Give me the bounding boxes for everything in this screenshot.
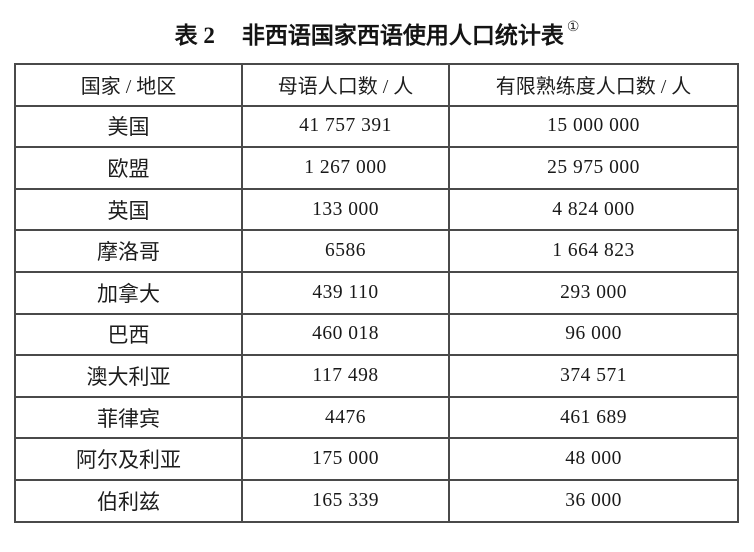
native-count-cell: 4476 [241, 395, 450, 440]
column-header-limited-proficiency: 有限熟练度人口数 / 人 [448, 63, 739, 107]
table-row: 加拿大 439 110 293 000 [14, 270, 739, 315]
native-count-cell: 117 498 [241, 354, 450, 398]
column-header-country: 国家 / 地区 [14, 63, 243, 107]
native-count-cell: 175 000 [241, 437, 450, 481]
country-cell: 巴西 [14, 312, 243, 357]
limited-count-cell: 96 000 [448, 312, 739, 357]
country-cell: 阿尔及利亚 [14, 437, 243, 481]
country-cell: 摩洛哥 [14, 229, 243, 273]
limited-count-cell: 36 000 [448, 478, 739, 523]
limited-count-cell: 15 000 000 [448, 104, 739, 149]
country-cell: 英国 [14, 187, 243, 232]
table-row: 美国 41 757 391 15 000 000 [14, 104, 739, 149]
native-count-cell: 165 339 [241, 478, 450, 523]
table-caption-label: 表 2 [174, 23, 215, 48]
country-cell: 美国 [14, 104, 243, 149]
header-row: 国家 / 地区 母语人口数 / 人 有限熟练度人口数 / 人 [14, 63, 739, 107]
native-count-cell: 460 018 [241, 312, 450, 357]
table-row: 欧盟 1 267 000 25 975 000 [14, 146, 739, 190]
limited-count-cell: 461 689 [448, 395, 739, 440]
country-cell: 加拿大 [14, 270, 243, 315]
table-row: 菲律宾 4476 461 689 [14, 395, 739, 440]
native-count-cell: 439 110 [241, 270, 450, 315]
table-row: 澳大利亚 117 498 374 571 [14, 354, 739, 398]
country-cell: 菲律宾 [14, 395, 243, 440]
table-row: 阿尔及利亚 175 000 48 000 [14, 437, 739, 481]
native-count-cell: 133 000 [241, 187, 450, 232]
population-table: 国家 / 地区 母语人口数 / 人 有限熟练度人口数 / 人 美国 41 757 … [14, 63, 739, 523]
table-row: 英国 133 000 4 824 000 [14, 187, 739, 232]
limited-count-cell: 374 571 [448, 354, 739, 398]
native-count-cell: 6586 [241, 229, 450, 273]
native-count-cell: 41 757 391 [241, 104, 450, 149]
footnote-marker: ① [566, 20, 580, 36]
native-count-cell: 1 267 000 [241, 146, 450, 190]
table-row: 摩洛哥 6586 1 664 823 [14, 229, 739, 273]
limited-count-cell: 48 000 [448, 437, 739, 481]
country-cell: 澳大利亚 [14, 354, 243, 398]
limited-count-cell: 4 824 000 [448, 187, 739, 232]
table-caption: 表 2 非西语国家西语使用人口统计表 ① [14, 16, 737, 50]
table-caption-text: 非西语国家西语使用人口统计表 [241, 23, 564, 48]
column-header-native-speakers: 母语人口数 / 人 [241, 63, 450, 107]
table-row: 伯利兹 165 339 36 000 [14, 478, 739, 523]
limited-count-cell: 1 664 823 [448, 229, 739, 273]
table-row: 巴西 460 018 96 000 [14, 312, 739, 357]
limited-count-cell: 293 000 [448, 270, 739, 315]
country-cell: 伯利兹 [14, 478, 243, 523]
limited-count-cell: 25 975 000 [448, 146, 739, 190]
country-cell: 欧盟 [14, 146, 243, 190]
